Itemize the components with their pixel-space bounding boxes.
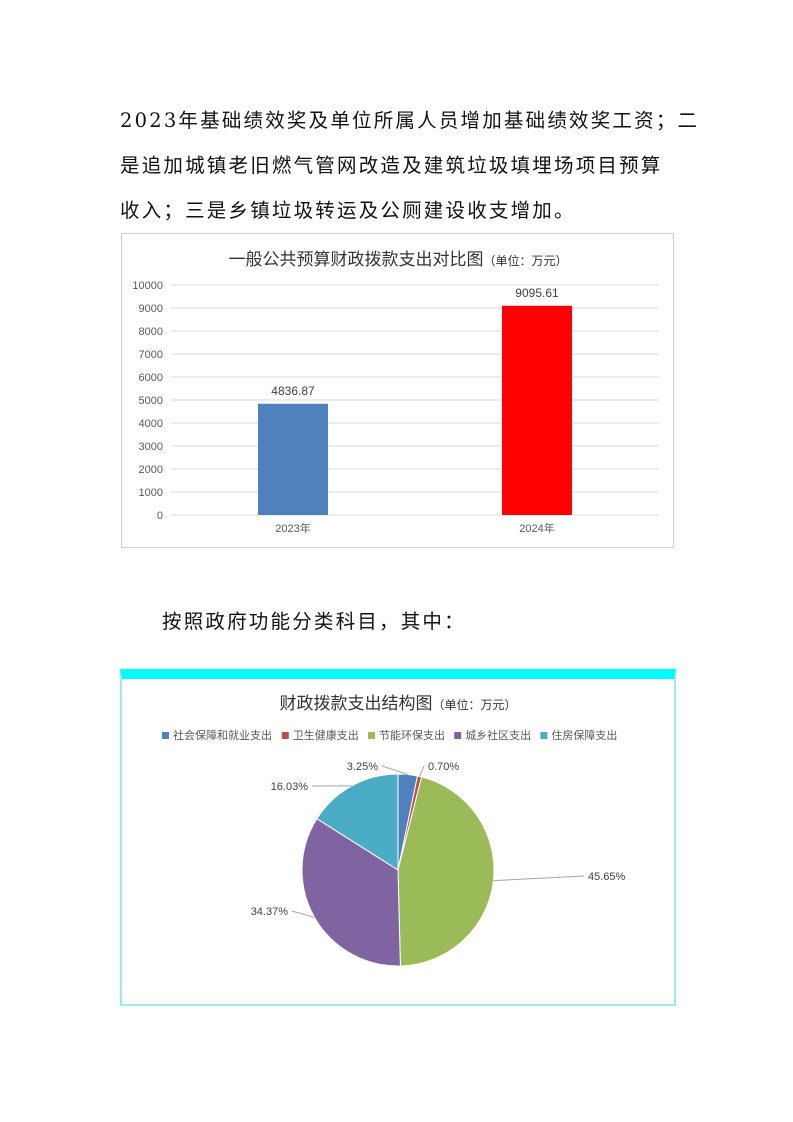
legend-swatch	[281, 732, 289, 739]
leader-line	[493, 875, 585, 882]
pie-data-label: 3.25%	[347, 761, 378, 773]
legend-label: 住房保障支出	[551, 728, 617, 742]
legend-label: 城乡社区支出	[465, 728, 531, 742]
pie-data-label: 16.03%	[271, 781, 309, 793]
bar	[258, 403, 328, 515]
bar-chart-container: 一般公共预算财政拨款支出对比图（单位：万元） 0 1000 2000 3000 4000…	[121, 233, 674, 548]
x-tick-label: 2024年	[519, 521, 554, 535]
bar-chart-title: 一般公共预算财政拨款支出对比图	[228, 250, 483, 269]
svg-text:财政拨款支出结构图（单位：万元）: 财政拨款支出结构图（单位：万元）	[279, 694, 516, 713]
legend-swatch	[368, 732, 375, 739]
bar-chart: 一般公共预算财政拨款支出对比图（单位：万元） 0 1000 2000 3000 4000…	[132, 250, 659, 535]
leader-line	[381, 765, 408, 775]
y-tick-label: 4000	[139, 418, 163, 430]
pie-slice	[301, 818, 401, 967]
bar	[502, 305, 572, 515]
svg-text:一般公共预算财政拨款支出对比图（单位：万元）: 一般公共预算财政拨款支出对比图（单位：万元）	[228, 250, 567, 269]
y-tick-label: 3000	[139, 441, 163, 453]
paragraph-line-3: 收入；三是乡镇垃圾转运及公厕建设收支增加。	[120, 199, 576, 222]
legend-label: 卫生健康支出	[293, 728, 359, 742]
legend-swatch	[540, 732, 548, 739]
leader-line	[419, 765, 425, 777]
legend-swatch	[454, 732, 462, 739]
pie-chart-unit: （单位：万元）	[432, 697, 516, 712]
y-tick-label: 5000	[139, 395, 163, 407]
paragraph-line-1: 2023年基础绩效奖及单位所属人员增加基础绩效奖工资；二	[120, 109, 700, 132]
legend-label: 节能环保支出	[379, 728, 445, 742]
y-tick-label: 2000	[139, 464, 163, 476]
pie-chart-title: 财政拨款支出结构图	[279, 694, 432, 713]
leader-line	[291, 910, 315, 918]
intro-line: 按照政府功能分类科目，其中：	[162, 610, 466, 633]
legend-label: 社会保障和就业支出	[173, 728, 272, 742]
bar-data-label: 9095.61	[515, 286, 559, 300]
pie-data-label: 0.70%	[428, 761, 459, 773]
paragraph-line-2: 是追加城镇老旧燃气管网改造及建筑垃圾填埋场项目预算	[120, 154, 663, 177]
x-tick-label: 2023年	[275, 521, 310, 535]
bar-chart-unit: （单位：万元）	[483, 253, 567, 268]
y-tick-label: 10000	[132, 280, 163, 292]
y-tick-label: 6000	[139, 372, 163, 384]
y-tick-label: 0	[157, 510, 163, 522]
pie-data-label: 45.65%	[588, 871, 626, 883]
pie-data-label: 34.37%	[251, 906, 289, 918]
y-tick-label: 8000	[139, 326, 163, 338]
pie-chart-container: 财政拨款支出结构图（单位：万元） 社会保障和就业支出 卫生健康支出 节能环保支出 城乡…	[120, 669, 676, 1006]
pie-chart: 财政拨款支出结构图（单位：万元） 社会保障和就业支出 卫生健康支出 节能环保支出 城乡…	[162, 694, 626, 967]
bar-data-label: 4836.87	[271, 384, 315, 398]
y-tick-label: 1000	[139, 487, 163, 499]
pie-slice	[316, 773, 399, 871]
y-tick-label: 7000	[139, 349, 163, 361]
y-tick-label: 9000	[139, 303, 163, 315]
legend-swatch	[162, 732, 169, 739]
